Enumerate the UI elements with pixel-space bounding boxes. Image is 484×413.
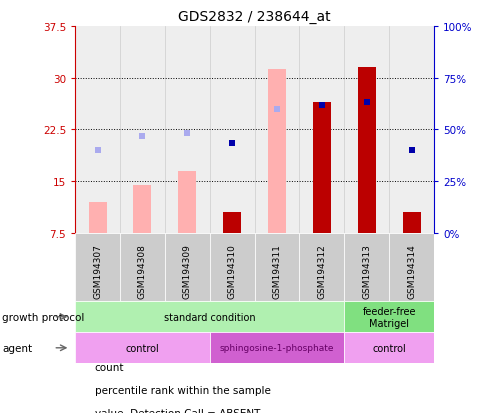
Text: GSM194314: GSM194314 [406, 244, 415, 298]
Bar [254, 233, 299, 301]
Bar [178, 171, 196, 233]
Bar [344, 233, 388, 301]
Bar [165, 233, 209, 301]
Text: standard condition: standard condition [164, 312, 255, 322]
Bar [75, 332, 209, 363]
Bar [299, 233, 344, 301]
Text: GSM194310: GSM194310 [227, 244, 236, 298]
Bar [133, 185, 151, 233]
Text: sphingosine-1-phosphate: sphingosine-1-phosphate [219, 344, 333, 352]
Bar [75, 301, 344, 332]
Title: GDS2832 / 238644_at: GDS2832 / 238644_at [178, 10, 330, 24]
Bar [120, 233, 165, 301]
Text: GSM194308: GSM194308 [137, 244, 147, 298]
Text: GSM194311: GSM194311 [272, 244, 281, 298]
Text: percentile rank within the sample: percentile rank within the sample [94, 385, 270, 395]
Text: control: control [125, 343, 159, 353]
Bar [402, 213, 420, 233]
Bar [344, 301, 433, 332]
Text: agent: agent [2, 343, 32, 353]
Text: GSM194309: GSM194309 [182, 244, 192, 298]
Bar [89, 202, 106, 233]
Bar [223, 213, 241, 233]
Text: GSM194312: GSM194312 [317, 244, 326, 298]
Bar [388, 233, 433, 301]
Bar [209, 233, 254, 301]
Text: value, Detection Call = ABSENT: value, Detection Call = ABSENT [94, 408, 259, 413]
Bar [268, 70, 286, 233]
Text: feeder-free
Matrigel: feeder-free Matrigel [362, 306, 415, 328]
Bar [357, 68, 375, 233]
Text: growth protocol: growth protocol [2, 312, 85, 322]
Bar [344, 332, 433, 363]
Text: GSM194313: GSM194313 [362, 244, 371, 298]
Text: count: count [94, 362, 124, 372]
Text: GSM194307: GSM194307 [93, 244, 102, 298]
Text: control: control [372, 343, 405, 353]
Bar [209, 332, 344, 363]
Bar [75, 233, 120, 301]
Bar [312, 102, 330, 233]
